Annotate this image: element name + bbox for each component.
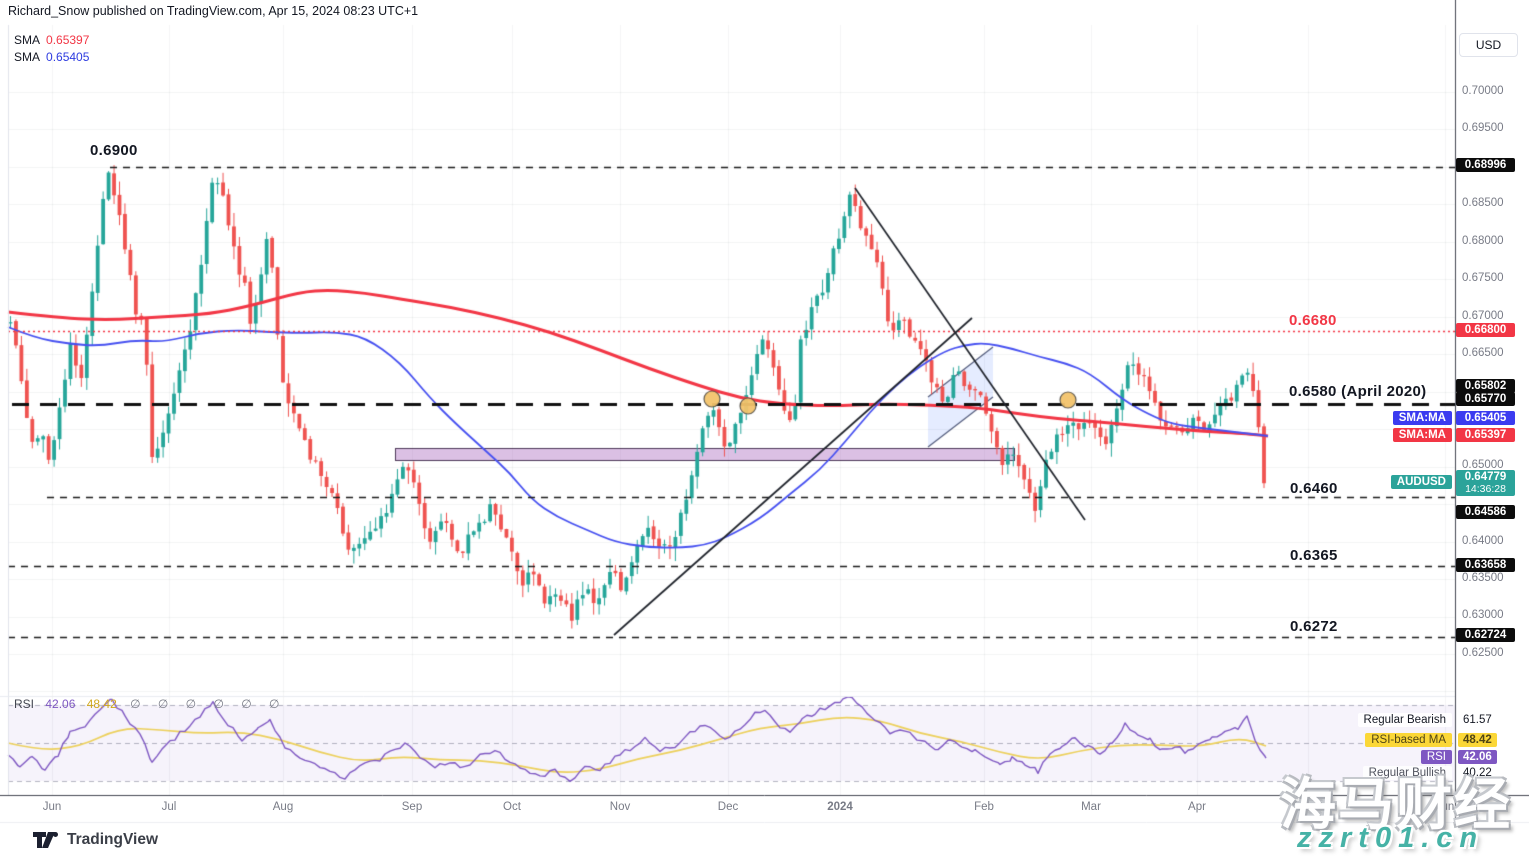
rsi-ma-value: 48.42 <box>86 697 117 711</box>
price-axis-tick: 0.65000 <box>1462 459 1504 471</box>
time-axis-label: Nov <box>609 801 631 813</box>
rsi-plot-value: 48.42 <box>1458 733 1497 747</box>
level-annotation: 0.6460 <box>1290 480 1338 497</box>
price-axis-badge: 0.66800 <box>1456 323 1515 337</box>
rsi-plot-value: 40.22 <box>1463 767 1492 779</box>
publisher-line: Richard_Snow published on TradingView.co… <box>8 4 419 18</box>
rsi-plot-label: RSI-based MA <box>1365 733 1452 747</box>
tradingview-wordmark: TradingView <box>67 831 159 848</box>
price-axis-badge: 0.63658 <box>1456 558 1515 572</box>
time-axis-label: 2024 <box>827 801 853 813</box>
time-axis-label: May <box>1297 801 1319 813</box>
price-axis-tick: 0.63000 <box>1462 609 1504 621</box>
rsi-name: RSI <box>14 697 35 711</box>
rsi-plot-label: Regular Bullish <box>1362 766 1452 780</box>
rsi-plot-label: RSI <box>1420 750 1452 764</box>
price-axis-tick: 0.62500 <box>1462 647 1504 659</box>
sma-legend-red[interactable]: SMA 0.65397 <box>14 33 89 47</box>
price-axis-tick: 0.70000 <box>1462 85 1504 97</box>
price-axis-tick: 0.67500 <box>1462 272 1504 284</box>
time-axis-label: Apr <box>1188 801 1206 813</box>
time-axis-label: Dec <box>717 801 739 813</box>
level-annotation: 0.6900 <box>90 142 138 159</box>
level-annotation: 0.6680 <box>1289 312 1337 329</box>
time-axis-label: Feb <box>974 801 994 813</box>
level-annotation: 0.6580 (April 2020) <box>1289 383 1427 400</box>
sma-label: SMA <box>14 33 41 47</box>
price-axis-badge: 0.64586 <box>1456 505 1515 519</box>
tradingview-icon <box>33 832 58 848</box>
price-axis-tick: 0.67000 <box>1462 310 1504 322</box>
rsi-indicator-legend[interactable]: RSI 42.06 48.42 ∅ ∅ ∅ ∅ ∅ ∅ <box>14 697 287 711</box>
tradingview-logo[interactable]: TradingView <box>33 831 158 849</box>
time-axis-label: Mar <box>1081 801 1101 813</box>
price-axis-badge: 0.65405 <box>1456 411 1515 425</box>
sma-legend-blue[interactable]: SMA 0.65405 <box>14 50 89 64</box>
sma-tag: SMA:MA <box>1392 428 1452 442</box>
level-annotation: 0.6272 <box>1290 618 1338 635</box>
time-axis-label: Aug <box>272 801 294 813</box>
price-axis-tick: 0.63500 <box>1462 572 1504 584</box>
price-axis-tick: 0.68500 <box>1462 197 1504 209</box>
price-axis-badge: 0.65802 <box>1456 379 1515 393</box>
time-axis-label: Jul <box>161 801 177 813</box>
symbol-tag: AUDUSD <box>1390 475 1452 489</box>
price-axis-badge: 0.64779 14:36:28 <box>1456 470 1515 496</box>
sma-label: SMA <box>14 50 41 64</box>
price-axis-tick: 0.64000 <box>1462 535 1504 547</box>
level-annotation: 0.6365 <box>1290 547 1338 564</box>
price-axis-badge: 0.62724 <box>1456 628 1515 642</box>
rsi-plot-value: 42.06 <box>1458 750 1497 764</box>
rsi-plot-label: Regular Bearish <box>1357 713 1452 727</box>
price-axis-tick: 0.69500 <box>1462 122 1504 134</box>
time-axis-label: Jun <box>1435 801 1455 813</box>
currency-unit-button[interactable]: USD <box>1459 33 1518 57</box>
time-axis-label: Oct <box>503 801 521 813</box>
rsi-plot-value: 61.57 <box>1463 714 1492 726</box>
sma-value: 0.65397 <box>46 33 90 47</box>
time-axis-label: Sep <box>401 801 423 813</box>
sma-value: 0.65405 <box>46 50 90 64</box>
quote-time: 14:36:28 <box>1465 483 1506 495</box>
price-axis-tick: 0.66500 <box>1462 347 1504 359</box>
price-axis-badge: 0.65770 <box>1456 392 1515 406</box>
price-axis-badge: 0.65397 <box>1456 428 1515 442</box>
time-axis-label: Jun <box>42 801 62 813</box>
price-axis-badge: 0.68996 <box>1456 158 1515 172</box>
price-axis-tick: 0.68000 <box>1462 235 1504 247</box>
sma-tag: SMA:MA <box>1392 411 1452 425</box>
rsi-hidden-params: ∅ ∅ ∅ ∅ ∅ ∅ <box>130 697 287 711</box>
rsi-value: 42.06 <box>45 697 76 711</box>
